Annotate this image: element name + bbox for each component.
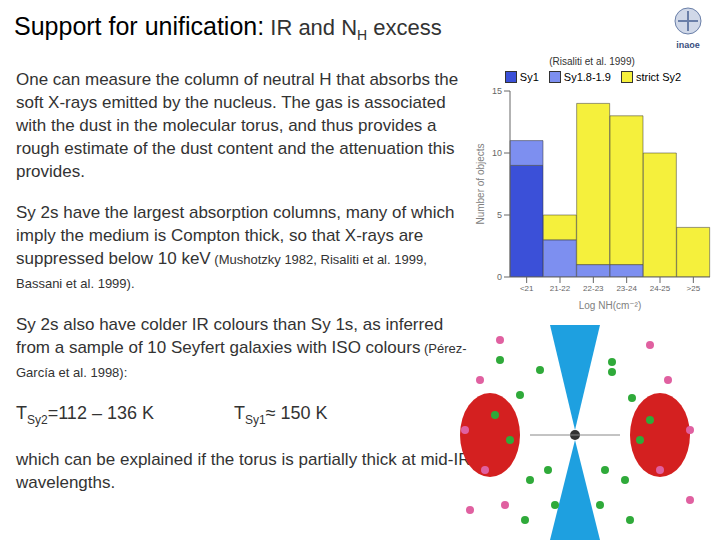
svg-text:22-23: 22-23 (583, 284, 604, 293)
html-text:inaoe: inaoe (676, 40, 700, 50)
html-text:Sy 2s also have colder IR colo: Sy 2s also have colder IR colours than S… (16, 315, 467, 380)
html-text:Sy1: Sy1 (519, 71, 539, 83)
svg-text:10: 10 (492, 148, 502, 158)
html-text:One can measure the column of: One can measure the column of neutral H … (16, 70, 459, 181)
html-text:Support for unification: IR an: Support for unification: IR and NHexcess (14, 12, 442, 44)
html-text:TSy1≈ 150 K: TSy1≈ 150 K (234, 403, 328, 427)
html-text:which can be explained if the: which can be explained if the torus is p… (16, 449, 471, 492)
svg-text:Number of objects: Number of objects (475, 143, 486, 224)
svg-text:>25: >25 (687, 284, 701, 293)
svg-text:15: 15 (492, 86, 502, 96)
svg-text:23-24: 23-24 (616, 284, 637, 293)
html-text:Sy 2s have the largest absorpt: Sy 2s have the largest absorption column… (16, 203, 455, 291)
html-text:TSy2=112 – 136 K: TSy2=112 – 136 K (16, 403, 154, 427)
svg-text:24-25: 24-25 (650, 284, 671, 293)
html-text:strict Sy2: strict Sy2 (635, 71, 682, 83)
html-text:Sy1.8-1.9: Sy1.8-1.9 (563, 71, 611, 83)
svg-text:0: 0 (497, 272, 502, 282)
svg-text:Log NH(cm⁻²): Log NH(cm⁻²) (579, 300, 642, 311)
svg-text:21-22: 21-22 (550, 284, 571, 293)
svg-text:5: 5 (497, 210, 502, 220)
html-text:(Risaliti et al. 1999): (Risaliti et al. 1999) (549, 56, 635, 67)
svg-text:<21: <21 (520, 284, 534, 293)
